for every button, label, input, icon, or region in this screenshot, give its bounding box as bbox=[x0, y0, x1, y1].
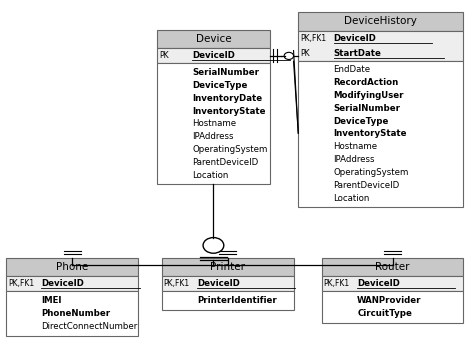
Text: Printer: Printer bbox=[210, 262, 245, 272]
Text: DirectConnectNumber: DirectConnectNumber bbox=[41, 322, 137, 331]
Text: Phone: Phone bbox=[56, 262, 88, 272]
Text: InventoryState: InventoryState bbox=[192, 107, 266, 116]
Text: ParentDeviceID: ParentDeviceID bbox=[334, 181, 400, 190]
Text: RecordAction: RecordAction bbox=[334, 78, 399, 87]
Text: IPAddress: IPAddress bbox=[334, 155, 375, 164]
Text: StartDate: StartDate bbox=[334, 48, 382, 57]
Bar bbox=[162, 292, 293, 310]
Text: InventoryState: InventoryState bbox=[334, 129, 407, 139]
Text: InventoryDate: InventoryDate bbox=[192, 94, 262, 103]
Text: DeviceHistory: DeviceHistory bbox=[344, 17, 417, 26]
Text: DeviceID: DeviceID bbox=[197, 279, 240, 288]
Bar bbox=[162, 258, 293, 276]
Text: IMEI: IMEI bbox=[41, 296, 62, 305]
Bar bbox=[6, 258, 138, 276]
Text: DeviceType: DeviceType bbox=[192, 81, 247, 90]
Bar bbox=[322, 276, 463, 292]
Bar bbox=[157, 64, 270, 185]
Bar bbox=[6, 292, 138, 336]
Text: PK,FK1: PK,FK1 bbox=[164, 279, 190, 288]
Text: PK: PK bbox=[159, 51, 168, 60]
Bar bbox=[162, 276, 293, 292]
Bar bbox=[298, 31, 463, 61]
Bar bbox=[298, 12, 463, 31]
Text: PhoneNumber: PhoneNumber bbox=[41, 309, 110, 318]
Text: DeviceID: DeviceID bbox=[334, 34, 376, 43]
Text: ParentDeviceID: ParentDeviceID bbox=[192, 158, 258, 167]
Bar bbox=[322, 292, 463, 323]
Bar bbox=[6, 276, 138, 292]
Text: Hostname: Hostname bbox=[192, 120, 237, 129]
Text: SerialNumber: SerialNumber bbox=[334, 104, 401, 113]
Bar bbox=[157, 30, 270, 48]
Text: DeviceID: DeviceID bbox=[192, 51, 235, 60]
Text: PrinterIdentifier: PrinterIdentifier bbox=[197, 296, 277, 305]
Text: PK,FK1: PK,FK1 bbox=[324, 279, 350, 288]
Text: DeviceType: DeviceType bbox=[334, 117, 389, 126]
Text: Location: Location bbox=[192, 171, 228, 180]
Text: PK,FK1: PK,FK1 bbox=[8, 279, 34, 288]
Text: Hostname: Hostname bbox=[334, 142, 378, 151]
Bar bbox=[157, 48, 270, 64]
Text: PK: PK bbox=[300, 48, 310, 57]
Text: Router: Router bbox=[375, 262, 410, 272]
Text: Location: Location bbox=[334, 194, 370, 202]
Text: CircuitType: CircuitType bbox=[357, 309, 412, 318]
Text: Device: Device bbox=[196, 34, 231, 44]
Text: EndDate: EndDate bbox=[334, 65, 371, 74]
Text: OperatingSystem: OperatingSystem bbox=[334, 168, 409, 177]
Text: PK,FK1: PK,FK1 bbox=[300, 34, 326, 43]
Text: DeviceID: DeviceID bbox=[41, 279, 84, 288]
Text: OperatingSystem: OperatingSystem bbox=[192, 145, 268, 154]
Text: IPAddress: IPAddress bbox=[192, 132, 234, 141]
Bar bbox=[298, 61, 463, 207]
Text: WANProvider: WANProvider bbox=[357, 296, 422, 305]
Text: ModifyingUser: ModifyingUser bbox=[334, 91, 404, 100]
Bar bbox=[322, 258, 463, 276]
Text: SerialNumber: SerialNumber bbox=[192, 68, 259, 77]
Text: DeviceID: DeviceID bbox=[357, 279, 400, 288]
